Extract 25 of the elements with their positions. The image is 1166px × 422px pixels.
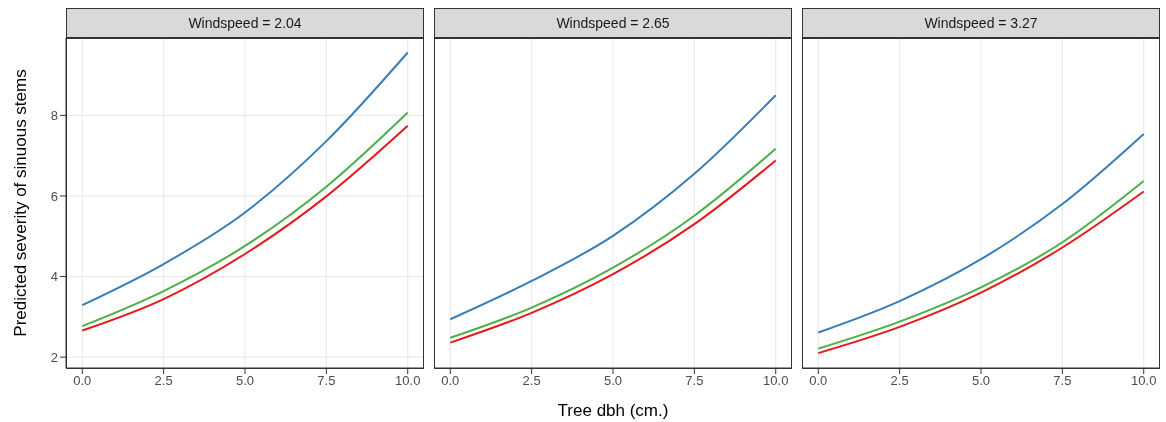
x-tick-label: 0.0 <box>73 373 92 389</box>
y-tick-label: 2 <box>50 349 58 365</box>
panel-strip: Windspeed = 3.27 <box>802 8 1160 38</box>
x-tick-label: 7.5 <box>1053 373 1072 389</box>
line-series <box>81 51 409 307</box>
panel-strip: Windspeed = 2.65 <box>434 8 792 38</box>
x-tick-label: 5.0 <box>971 373 991 389</box>
x-tick-label: 7.5 <box>685 373 704 389</box>
x-tick-label: 10.0 <box>395 373 421 389</box>
x-tick-label: 0.0 <box>809 373 828 389</box>
y-tick-label: 8 <box>50 107 58 123</box>
panel-strip: Windspeed = 2.04 <box>66 8 424 38</box>
y-axis-title: Predicted severity of sinuous stems <box>11 69 31 337</box>
x-tick-label: 0.0 <box>441 373 460 389</box>
x-tick-label: 2.5 <box>154 373 173 389</box>
x-tick-label: 2.5 <box>522 373 541 389</box>
x-tick-label: 5.0 <box>235 373 255 389</box>
x-tick-label: 2.5 <box>890 373 909 389</box>
x-tick-label: 7.5 <box>317 373 336 389</box>
x-tick-label: 5.0 <box>603 373 623 389</box>
x-tick-label: 10.0 <box>763 373 789 389</box>
x-axis-title: Tree dbh (cm.) <box>557 401 669 420</box>
x-tick-label: 10.0 <box>1131 373 1157 389</box>
y-tick-label: 4 <box>50 269 58 285</box>
y-tick-label: 6 <box>50 188 58 204</box>
